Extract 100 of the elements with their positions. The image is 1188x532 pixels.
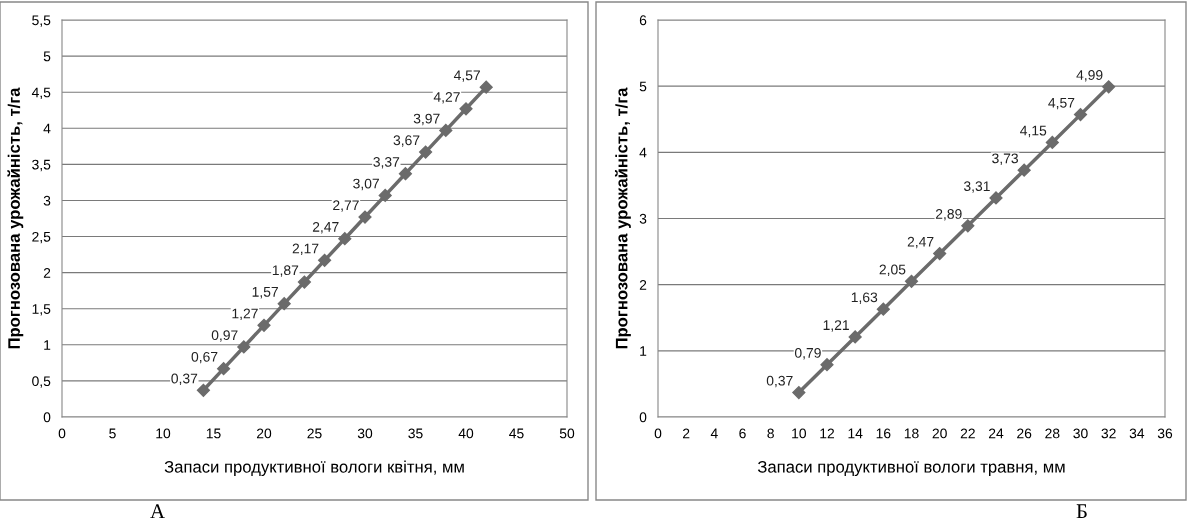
y-tick-label: 5 — [639, 81, 647, 92]
data-label: 4,99 — [1076, 70, 1103, 82]
point — [196, 383, 210, 397]
data-label: 4,57 — [1048, 98, 1075, 110]
x-tick-label: 25 — [307, 428, 322, 439]
point — [1073, 108, 1088, 122]
x-tick-label: 45 — [509, 428, 524, 439]
y-tick-label: 6 — [639, 15, 647, 26]
y-tick-label: 5,5 — [32, 15, 51, 27]
point — [217, 362, 231, 376]
x-tick-label: 0 — [654, 428, 662, 439]
y-axis-title: Прогнозована урожайність, т/га — [7, 87, 24, 349]
data-label: 0,79 — [794, 347, 821, 360]
point — [848, 330, 862, 344]
x-tick-label: 2 — [683, 428, 690, 439]
x-tick-label: 36 — [1157, 428, 1173, 439]
point — [792, 385, 806, 400]
data-label: 4,57 — [453, 70, 480, 82]
x-tick-label: 30 — [357, 428, 373, 439]
point — [318, 253, 332, 267]
data-label: 2,89 — [935, 209, 962, 221]
x-tick-label: 26 — [1017, 428, 1032, 439]
x-tick-label: 12 — [820, 428, 835, 439]
y-tick-label: 4 — [43, 123, 51, 134]
data-label: 2,05 — [879, 264, 906, 277]
point — [439, 123, 453, 138]
x-tick-label: 5 — [109, 428, 116, 439]
point — [820, 358, 834, 372]
x-tick-label: 32 — [1101, 428, 1116, 439]
point — [904, 274, 919, 288]
data-label: 2,47 — [907, 236, 934, 249]
point — [257, 318, 271, 332]
y-tick-label: 2 — [639, 280, 647, 290]
point — [297, 275, 311, 289]
point — [1102, 80, 1116, 94]
data-label: 3,07 — [353, 178, 379, 191]
point — [419, 145, 433, 159]
data-label: 2,77 — [333, 200, 359, 212]
y-tick-label: 3 — [43, 195, 51, 206]
y-axis-title: Прогнозована урожайність, т/га — [614, 87, 631, 349]
y-tick-label: 0 — [43, 412, 51, 423]
data-label: 3,97 — [413, 113, 440, 126]
data-label: 4,27 — [433, 92, 460, 104]
text: Б — [1076, 504, 1087, 518]
data-label: 1,87 — [272, 265, 299, 277]
x-tick-label: 15 — [206, 428, 221, 439]
x-tick-label: 8 — [767, 428, 774, 439]
x-tick-label: 20 — [932, 428, 947, 439]
data-label: 1,57 — [252, 287, 278, 299]
data-label: 0,97 — [211, 330, 238, 342]
y-tick-label: 1 — [640, 346, 647, 356]
point — [1045, 135, 1059, 149]
text: А — [150, 504, 165, 518]
x-tick-label: 18 — [904, 428, 919, 439]
data-label: 4,15 — [1020, 125, 1047, 138]
x-tick-label: 4 — [710, 428, 718, 439]
data-label: 3,67 — [393, 135, 420, 147]
y-tick-label: 1 — [44, 340, 51, 350]
x-tick-label: 30 — [1073, 428, 1088, 439]
x-tick-label: 50 — [559, 428, 575, 439]
x-tick-label: 14 — [848, 428, 863, 439]
point — [933, 246, 947, 261]
data-label: 2,17 — [292, 243, 319, 256]
point — [398, 167, 412, 181]
x-tick-label: 20 — [256, 428, 272, 439]
data-label: 3,31 — [963, 181, 990, 193]
data-label: 0,37 — [171, 373, 198, 386]
data-label: 1,63 — [851, 292, 878, 304]
data-label: 1,27 — [232, 308, 258, 321]
x-tick-label: 24 — [988, 428, 1004, 439]
point — [277, 297, 291, 311]
y-tick-label: 2 — [43, 267, 51, 278]
x-axis-title: Запаси продуктивної вологи квітня, мм — [164, 460, 464, 477]
data-label: 3,73 — [992, 153, 1018, 165]
point — [459, 102, 473, 116]
point — [237, 340, 251, 354]
x-tick-label: 35 — [408, 428, 423, 439]
x-tick-label: 16 — [876, 428, 891, 439]
x-tick-label: 22 — [960, 428, 975, 439]
data-label: 3,37 — [373, 157, 400, 169]
point — [961, 219, 975, 233]
x-tick-label: 6 — [739, 428, 746, 439]
y-tick-label: 5 — [43, 51, 51, 62]
point — [479, 80, 493, 94]
data-label: 0,37 — [766, 375, 793, 388]
y-tick-label: 0,5 — [32, 376, 51, 388]
y-tick-label: 2,5 — [32, 231, 51, 244]
x-tick-label: 28 — [1045, 428, 1060, 439]
x-tick-label: 40 — [458, 428, 474, 439]
y-tick-label: 4 — [639, 147, 647, 158]
y-tick-label: 4,5 — [31, 87, 51, 99]
x-tick-label: 10 — [792, 428, 807, 439]
y-tick-label: 3 — [639, 213, 647, 224]
point — [876, 302, 890, 316]
data-label: 0,67 — [191, 351, 218, 364]
x-tick-label: 34 — [1129, 428, 1145, 439]
x-tick-label: 0 — [58, 428, 66, 439]
point — [1017, 163, 1031, 177]
data-label: 1,21 — [823, 320, 849, 332]
y-tick-label: 1,5 — [32, 304, 51, 316]
